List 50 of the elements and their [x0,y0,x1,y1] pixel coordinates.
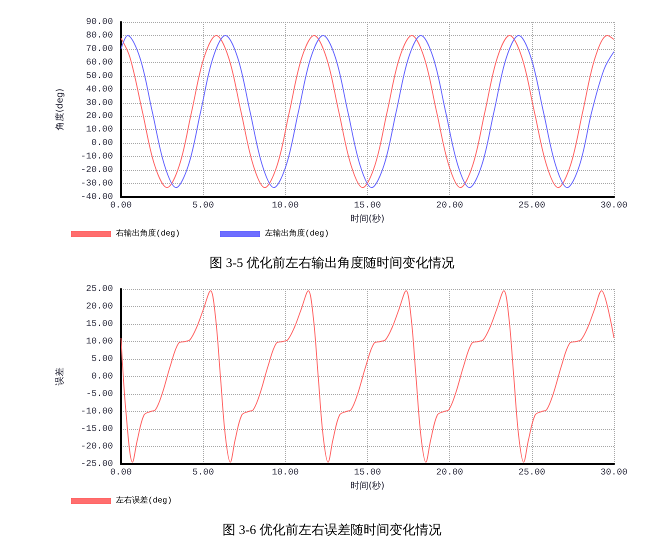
x-tick-label: 0.00 [110,468,132,478]
y-tick-label: -30.00 [80,178,113,189]
line-series [120,34,614,188]
x-tick-label: 25.00 [518,200,546,210]
x-axis-title: 时间(秒) [350,213,385,224]
y-axis-title: 误差 [54,368,66,386]
y-tick-label: 50.00 [86,70,113,81]
x-tick-label: 20.00 [436,468,464,478]
line-series [120,290,614,463]
y-tick-label: 60.00 [86,57,113,68]
x-tick-label: 25.00 [518,468,546,478]
y-tick-label: -15.00 [80,424,113,434]
y-tick-label: 10.00 [86,124,113,135]
y-tick-label: -20.00 [80,165,113,176]
y-tick-label: -20.00 [80,442,113,452]
x-tick-label: 15.00 [354,200,382,210]
x-tick-label: 15.00 [354,468,382,478]
legend-label: 左右误差(deg) [116,496,172,506]
y-tick-label: 40.00 [86,84,113,94]
caption: 图 3-5 优化前左右输出角度随时间变化情况 [210,255,454,270]
y-tick-label: -10.00 [80,152,113,162]
x-tick-label: 10.00 [272,468,299,478]
y-tick-label: 0.00 [91,138,113,148]
y-axis-title: 角度(deg) [54,88,66,130]
y-tick-label: 15.00 [86,319,113,329]
y-tick-label: 10.00 [86,336,113,346]
x-tick-label: 5.00 [192,468,214,478]
y-tick-label: 0.00 [91,372,113,382]
x-tick-label: 20.00 [436,200,464,210]
y-tick-label: 90.00 [86,17,113,27]
x-tick-label: 5.00 [192,200,214,210]
y-tick-label: 20.00 [86,111,113,122]
y-tick-label: -10.00 [80,406,113,416]
y-tick-label: 30.00 [86,98,113,108]
x-axis-title: 时间(秒) [350,480,385,492]
y-tick-label: -5.00 [86,389,113,399]
x-tick-label: 30.00 [600,468,628,478]
legend-label: 右输出角度(deg) [116,228,180,238]
x-tick-label: 10.00 [272,200,299,210]
y-tick-label: 20.00 [86,302,113,312]
y-tick-label: 80.00 [86,30,113,40]
x-tick-label: 0.00 [110,200,132,210]
x-tick-label: 30.00 [600,200,628,210]
y-tick-label: 70.00 [86,44,113,54]
y-tick-label: -25.00 [80,459,113,469]
y-tick-label: -40.00 [80,192,113,202]
caption: 图 3-6 优化前左右误差随时间变化情况 [222,522,442,537]
y-tick-label: 25.00 [86,284,113,294]
y-tick-label: 5.00 [91,354,113,364]
legend-label: 左输出角度(deg) [265,228,330,238]
